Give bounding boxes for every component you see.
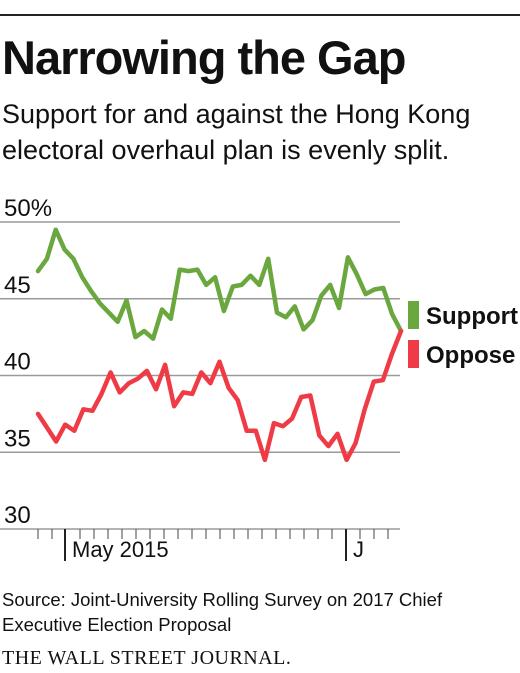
x-tick-label: May 2015 (72, 537, 169, 562)
legend: Support Oppose (408, 301, 518, 369)
y-axis-labels: 50% 45 40 35 30 (4, 195, 52, 529)
series-line-oppose (38, 331, 401, 460)
legend-swatch-support (408, 301, 419, 329)
line-chart: 50% 45 40 35 30 May 2015 J Support Oppose (0, 180, 520, 580)
chart-title: Narrowing the Gap (2, 34, 405, 81)
series-lines (38, 230, 401, 460)
y-tick-label: 50% (4, 195, 52, 222)
series-line-support (38, 230, 401, 339)
source-note: Source: Joint-University Rolling Survey … (2, 587, 512, 637)
publisher-logo: THE WALL STREET JOURNAL. (2, 647, 291, 670)
y-tick-label: 45 (4, 272, 31, 299)
x-axis: May 2015 J (38, 529, 388, 562)
y-tick-label: 30 (4, 502, 31, 529)
y-tick-label: 35 (4, 425, 31, 452)
chart-subtitle: Support for and against the Hong Kong el… (2, 96, 518, 168)
legend-label-oppose: Oppose (426, 342, 515, 369)
legend-label-support: Support (426, 303, 518, 330)
x-tick-label: J (353, 537, 364, 562)
y-tick-label: 40 (4, 349, 31, 376)
legend-swatch-oppose (408, 340, 419, 368)
top-rule (0, 14, 520, 16)
